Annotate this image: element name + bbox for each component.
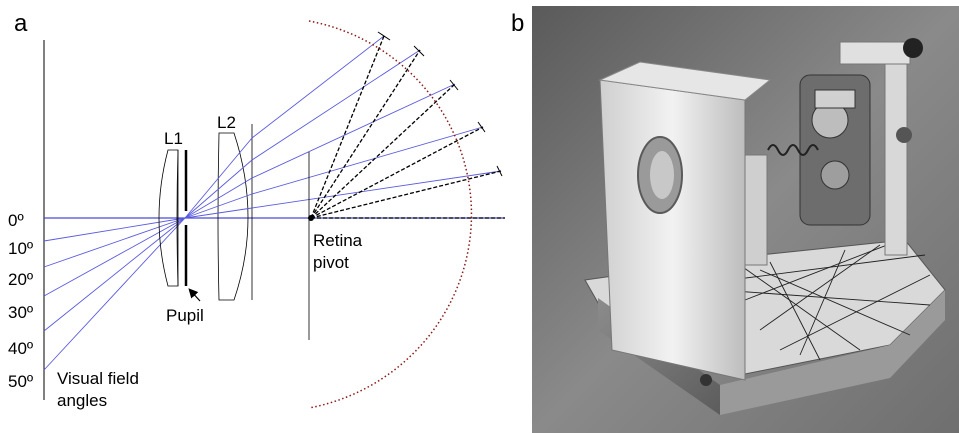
outgoing-ray-2 [251,126,484,195]
incoming-ray-40 [43,217,186,332]
relay-ray-1 [184,207,253,219]
retina-arc [308,20,473,409]
panel-b-photograph: b [511,6,959,433]
incoming-ray-30 [43,217,186,297]
rear-frame-left [744,154,768,266]
outgoing-ray-1 [251,170,502,209]
pupil-arrow [188,288,201,302]
base-screw-hole [700,374,712,386]
outgoing-rays [251,35,502,209]
string-line [799,249,846,356]
rear-frame-top [839,41,911,65]
outgoing-ray-3 [251,83,456,179]
string-grid [719,239,931,361]
angle-label-0: 0º [8,211,24,230]
lens-l1-label: L1 [164,129,183,148]
relay-ray-3 [184,177,253,219]
chief-ray-30 [310,83,456,219]
angle-label-30: 30º [8,303,33,322]
outgoing-ray-4 [251,49,421,161]
incoming-ray-50 [43,217,186,371]
outgoing-ray-5 [251,35,385,139]
arc-end-ticks [377,31,503,177]
chief-ray-20 [310,126,484,219]
relay-rays [184,137,253,219]
string-line [759,244,881,331]
chief-rays [310,35,505,219]
panel-a-optical-diagram: a [8,10,505,410]
lens-block-front [599,79,746,381]
angles-label: angles [57,391,107,410]
incoming-ray-10 [43,217,186,242]
chief-ray-50 [310,35,385,219]
arc-tick [377,31,391,41]
rear-frame-right [884,54,908,256]
string-line [759,269,911,336]
arc-tick [496,165,503,177]
relay-ray-2 [184,193,253,219]
spring [767,144,819,156]
string-line [729,254,926,281]
string-line [744,239,901,301]
string-line [739,264,861,351]
retina-label: Retina [313,231,363,250]
chief-ray-10 [310,170,502,219]
arc-tick [449,79,459,91]
incoming-ray-20 [43,217,186,268]
retina-pivot-point [308,215,314,221]
relay-ray-4 [184,159,253,219]
angle-label-10: 10º [8,239,33,258]
pivot-label: pivot [313,253,349,272]
lens-block-side [598,61,772,101]
side-screw [896,127,912,143]
mechanism-plate [814,89,856,109]
screw-knob [903,38,923,58]
lens-l2 [217,132,249,301]
mechanism-gear [820,160,850,190]
lens-l2-label: L2 [217,113,236,132]
angle-label-20: 20º [8,270,33,289]
visual-field-label: Visual field [57,369,139,388]
panel-a-letter: a [14,10,28,37]
arc-tick [477,121,486,133]
angle-label-40: 40º [8,339,33,358]
chief-ray-40 [310,49,421,219]
incoming-rays [43,217,186,371]
string-line [779,274,931,351]
pupil-label: Pupil [166,306,204,325]
pivot-mechanism [767,38,923,226]
device-base-right [720,290,945,415]
panel-b-letter: b [511,10,524,37]
angle-label-50: 50º [8,372,33,391]
relay-ray-5 [184,137,253,219]
string-line [769,261,821,361]
arc-tick [413,45,425,57]
lens-aperture-inner [650,151,674,199]
